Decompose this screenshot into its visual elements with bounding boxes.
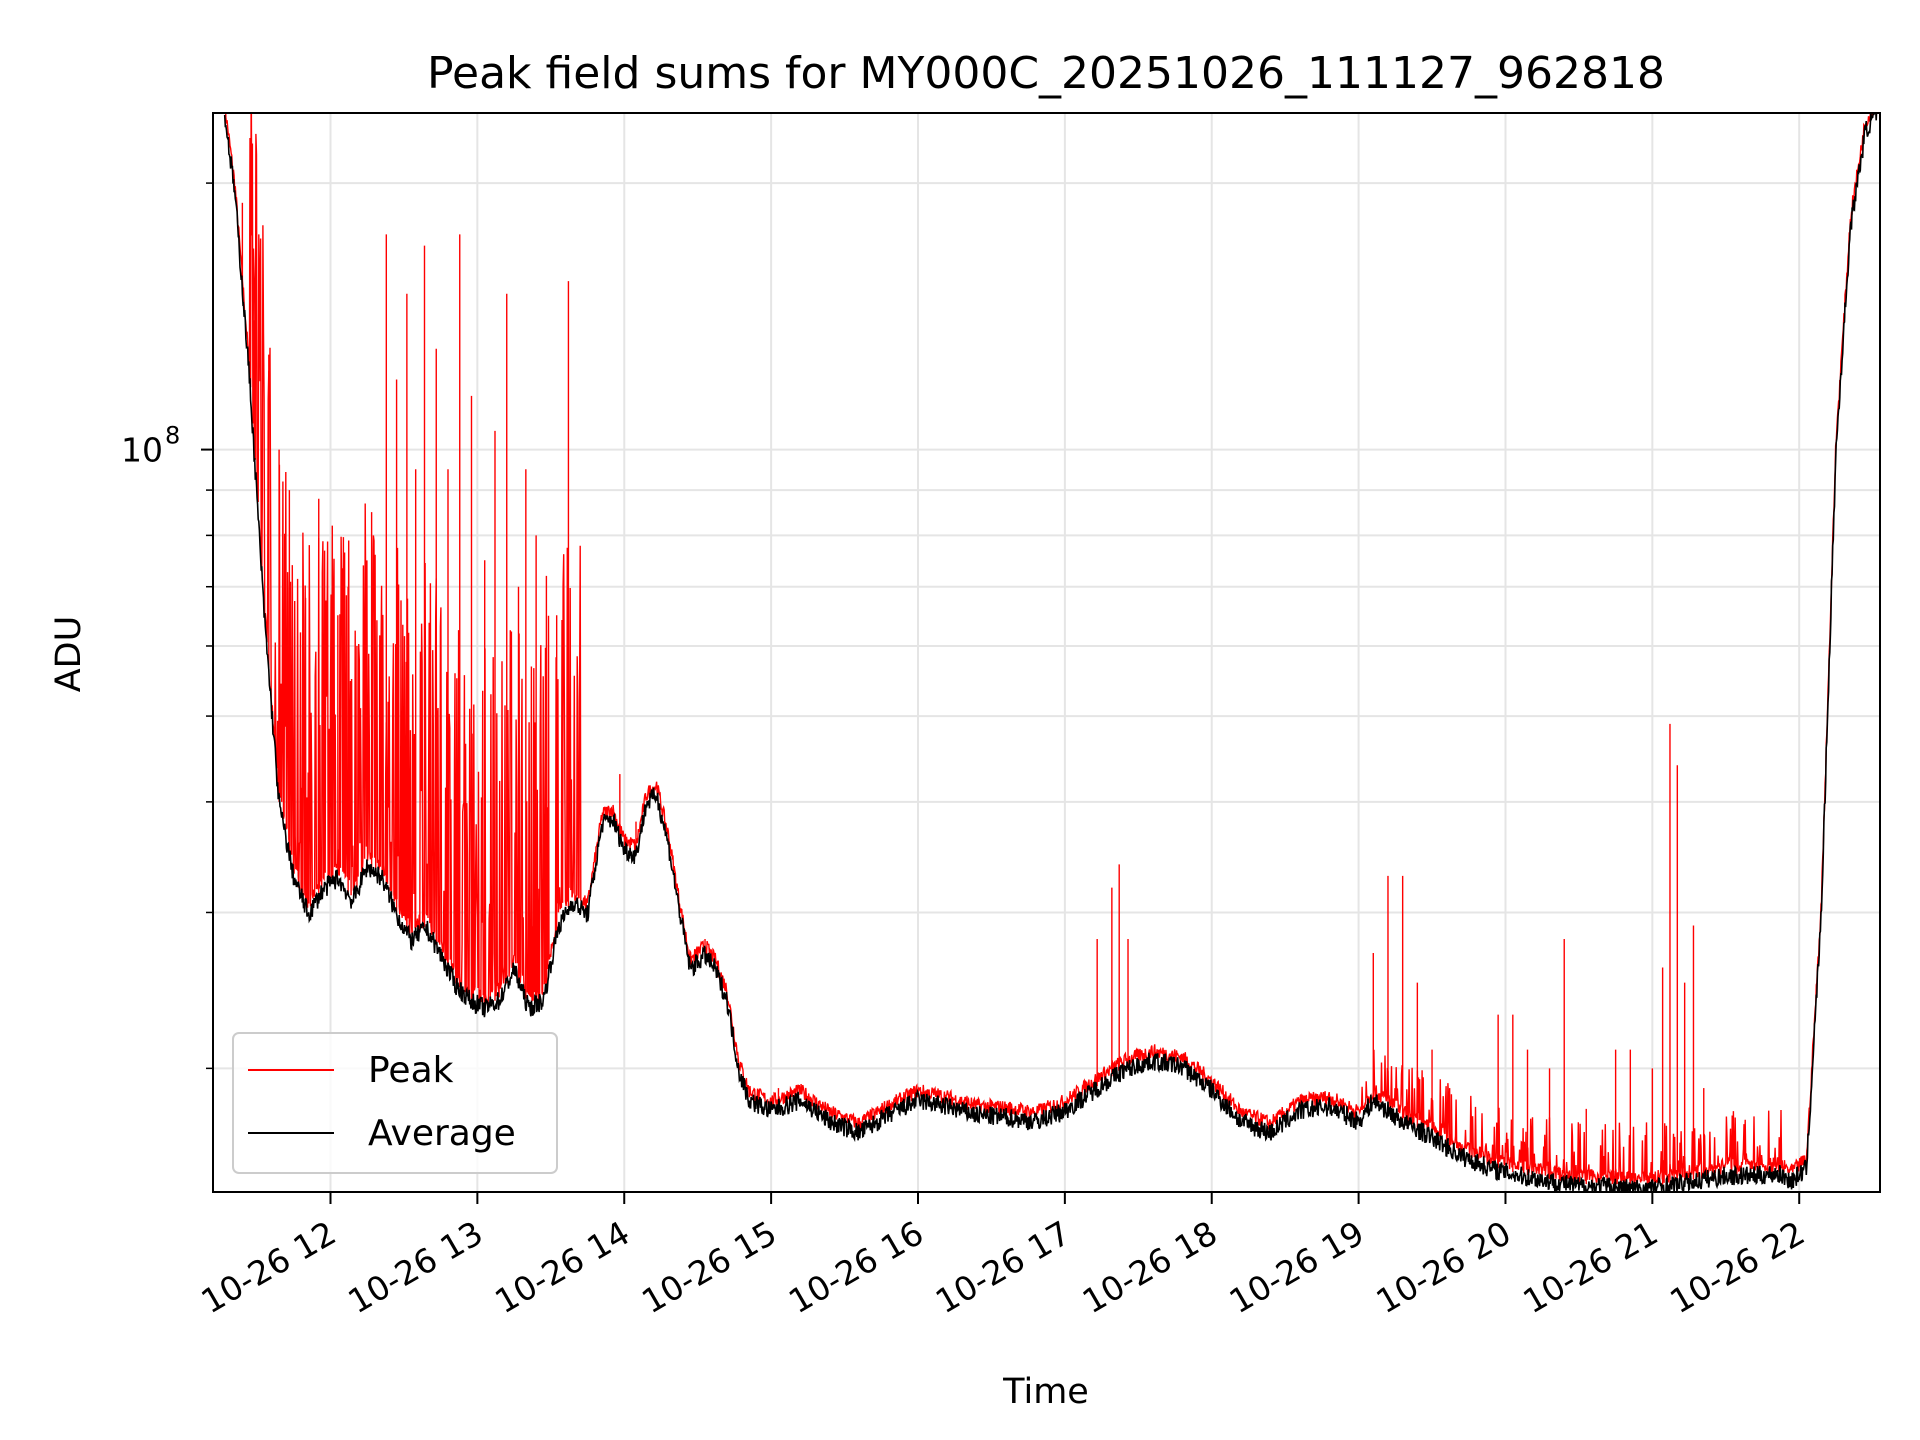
series-layer — [223, 113, 1878, 1192]
legend: Peak Average — [232, 1032, 558, 1174]
average-series-line — [223, 113, 1878, 1192]
x-axis-label: Time — [1002, 1372, 1089, 1412]
plot-frame — [212, 112, 1881, 1193]
legend-label-average: Average — [368, 1113, 516, 1154]
legend-box — [232, 1032, 558, 1174]
y-axis-label: ADU — [49, 616, 89, 693]
y-tick-label: 10 — [121, 431, 163, 470]
chart-title: Peak field sums for MY000C_20251026_1111… — [427, 48, 1665, 99]
y-tick-label-exponent: 8 — [165, 422, 180, 450]
legend-label-peak: Peak — [368, 1050, 454, 1091]
grid-layer — [213, 113, 1880, 1192]
